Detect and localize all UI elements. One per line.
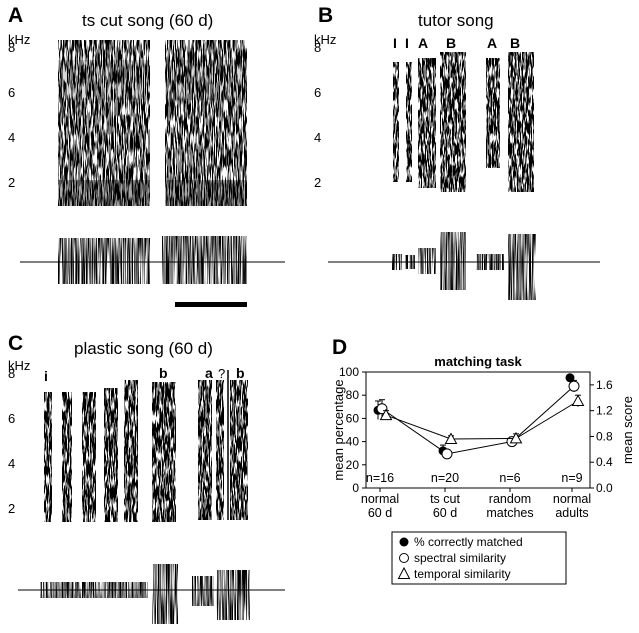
panel-c-waveform [18, 564, 285, 624]
panel-c-tick-4: 4 [8, 456, 15, 471]
left-tick-label: 0 [352, 481, 359, 495]
right-tick-label: 0.4 [596, 455, 613, 469]
panel-b-syllable-2: I [405, 35, 409, 51]
panel-a-tick-2: 2 [8, 175, 15, 190]
x-tick-label: adults [555, 506, 588, 520]
legend-label: temporal similarity [414, 567, 511, 581]
count-label: n=6 [499, 471, 520, 485]
data-point-open-triangle [509, 431, 523, 444]
panel-b-spectrogram [393, 52, 534, 192]
panel-d: D matching task 0 20 40 60 80 100 0.0 0.4 0.8 1.2 1… [331, 336, 635, 585]
legend-marker-open-triangle [397, 566, 411, 579]
x-tick-label: normal [361, 492, 399, 506]
panel-c-syllable-b-1: b [159, 365, 168, 381]
panel-d-label: D [332, 336, 347, 359]
data-point-open-triangle [571, 394, 585, 406]
panel-b-tick-4: 4 [314, 130, 321, 145]
panel-b-title: tutor song [418, 11, 494, 30]
panel-c-label: C [8, 332, 23, 355]
count-label: n=9 [561, 471, 582, 485]
left-tick-label: 40 [346, 435, 360, 449]
data-point-open-circle [376, 403, 388, 415]
x-tick-label: matches [486, 506, 533, 520]
panel-c-tick-6: 6 [8, 411, 15, 426]
data-point-open-triangle [444, 432, 458, 445]
right-tick-label: 0.0 [596, 481, 613, 495]
panel-a-tick-6: 6 [8, 85, 15, 100]
panel-b-tick-2: 2 [314, 175, 321, 190]
y-axis-label-right: mean score [620, 396, 635, 464]
panel-c-syllable-question: ? [218, 366, 225, 381]
panel-b-tick-6: 6 [314, 85, 321, 100]
panel-b-syllable-3: A [418, 35, 428, 51]
x-tick-label: normal [553, 492, 591, 506]
x-tick-label: random [489, 492, 531, 506]
legend-label: % correctly matched [414, 535, 523, 549]
panel-c: C plastic song (60 d) kHz 8 6 4 2 i b a … [8, 332, 285, 624]
legend-box [391, 531, 567, 585]
chart-frame [365, 371, 591, 489]
left-tick-label: 20 [346, 458, 360, 472]
panel-b: B tutor song kHz 8 6 4 2 I I A B A B [314, 4, 600, 300]
data-point-open-triangle [379, 408, 393, 421]
panel-c-tick-2: 2 [8, 501, 15, 516]
panel-b-syllable-1: I [393, 35, 397, 51]
panel-a-spectrogram [58, 40, 247, 206]
panel-c-tick-8: 8 [8, 366, 15, 381]
panel-c-syllable-a: a [205, 365, 213, 381]
series-line-2 [385, 400, 579, 440]
legend-marker-open-circle [399, 553, 409, 563]
count-label: n=16 [366, 471, 394, 485]
y-axis-label-left: mean percentage [331, 379, 346, 480]
panel-a-unit: kHz [8, 32, 30, 47]
legend-marker-filled-circle [399, 537, 409, 547]
x-tick-label: 60 d [368, 506, 392, 520]
panel-b-waveform [328, 232, 600, 300]
x-tick-label: ts cut [430, 492, 460, 506]
legend-label: spectral similarity [414, 551, 506, 565]
panel-c-title: plastic song (60 d) [74, 339, 213, 358]
right-tick-label: 1.2 [596, 404, 613, 418]
chart-title: matching task [434, 354, 522, 369]
panel-b-tick-8: 8 [314, 40, 321, 55]
panel-a: A ts cut song (60 d) kHz 8 6 4 2 [8, 4, 285, 307]
right-tick-label: 0.8 [596, 429, 613, 443]
data-point-open-circle [568, 380, 580, 392]
right-tick-label: 1.6 [596, 378, 613, 392]
panel-c-syllable-b-2: b [236, 365, 245, 381]
panel-b-syllable-6: B [510, 35, 520, 51]
left-tick-label: 100 [339, 365, 359, 379]
series-line-1 [381, 385, 575, 455]
panel-b-label: B [318, 4, 333, 27]
panel-a-label: A [8, 4, 23, 27]
panel-c-spectrogram [44, 370, 248, 522]
panel-a-scale-bar [175, 302, 247, 307]
panel-a-title: ts cut song (60 d) [82, 11, 213, 30]
count-label: n=20 [431, 471, 459, 485]
panel-a-tick-8: 8 [8, 40, 15, 55]
left-tick-label: 80 [346, 388, 360, 402]
x-tick-label: 60 d [433, 506, 457, 520]
panel-c-syllable-i: i [44, 368, 48, 384]
panel-b-syllable-4: B [446, 35, 456, 51]
data-point-open-circle [441, 448, 453, 460]
panel-c-unit: kHz [8, 358, 30, 373]
left-tick-label: 60 [346, 411, 360, 425]
panel-a-tick-4: 4 [8, 130, 15, 145]
panel-b-unit: kHz [314, 32, 336, 47]
panel-a-waveform [20, 236, 285, 284]
matching-task-chart: matching task 0 20 40 60 80 100 0.0 0.4 0.8 1.2 1.6… [331, 354, 635, 585]
panel-b-syllable-5: A [487, 35, 497, 51]
